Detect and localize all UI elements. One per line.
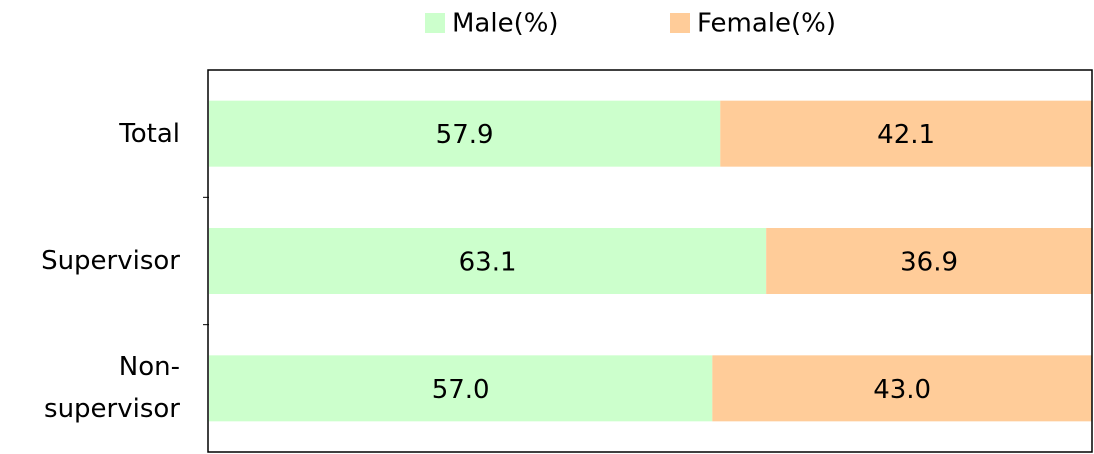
- data-label: 42.1: [877, 120, 935, 150]
- data-label: 57.0: [432, 375, 490, 405]
- legend-label: Male(%): [452, 9, 559, 39]
- category-label: Non-supervisor: [44, 352, 180, 425]
- legend-swatch: [670, 13, 690, 33]
- category-label: Total: [119, 118, 180, 149]
- bar-segment: [712, 355, 1092, 422]
- bar-segment: [766, 228, 1092, 294]
- legend-swatch: [425, 13, 445, 33]
- data-label: 63.1: [459, 248, 517, 278]
- plot-frame: [207, 69, 1093, 453]
- data-label: 57.9: [436, 120, 494, 150]
- data-label: 43.0: [873, 375, 931, 405]
- bar-segment: [720, 100, 1092, 167]
- bar-segment: [209, 355, 713, 422]
- bar-segment: [209, 228, 767, 294]
- bar-segment: [209, 100, 721, 167]
- category-label: Supervisor: [41, 245, 180, 276]
- data-label: 36.9: [900, 248, 958, 278]
- legend-label: Female(%): [697, 9, 836, 39]
